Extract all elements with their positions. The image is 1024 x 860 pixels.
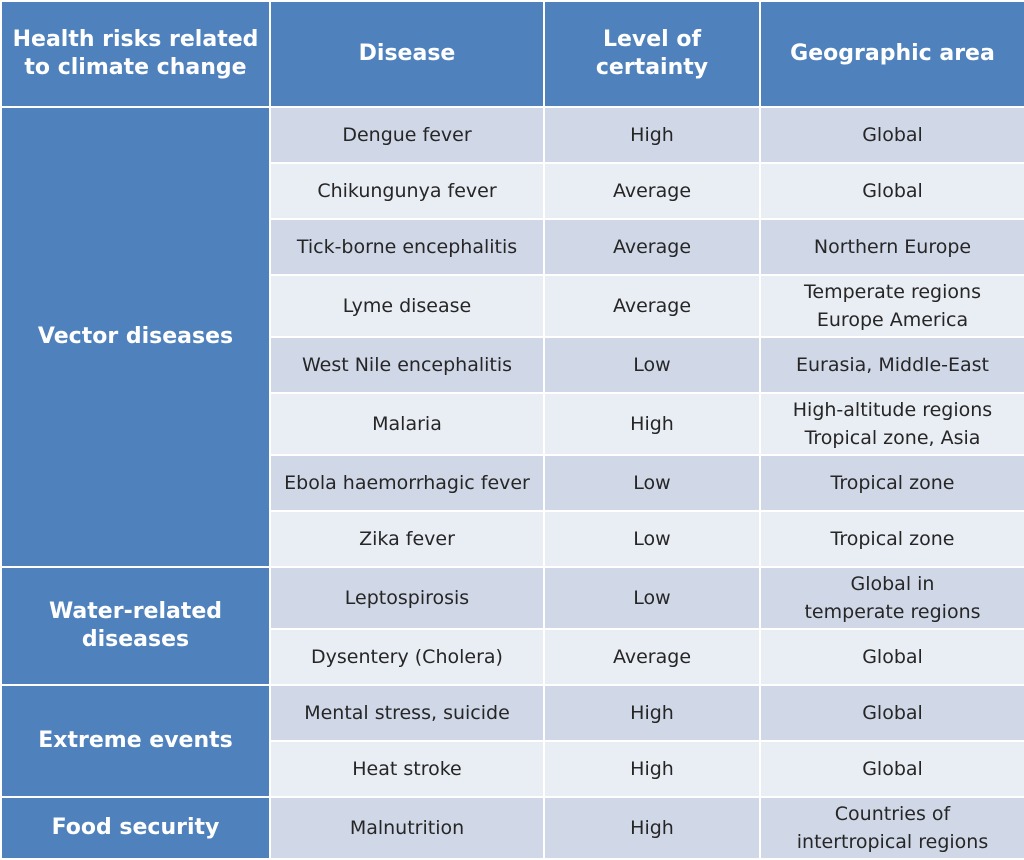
- table-row: Vector diseases Dengue fever High Global: [0, 106, 1024, 568]
- area-cell: Global: [759, 740, 1024, 798]
- table-row: Dysentery (Cholera) Average Global: [1, 628, 1024, 686]
- table-row: Water-related diseases Leptospirosis Low…: [0, 566, 1024, 686]
- disease-cell: Zika fever: [269, 510, 545, 568]
- certainty-cell: Low: [543, 336, 761, 394]
- disease-cell: West Nile encephalitis: [269, 336, 545, 394]
- table-row: Tick-borne encephalitis Average Northern…: [1, 218, 1024, 276]
- certainty-cell: Low: [543, 454, 761, 512]
- certainty-cell: Average: [543, 274, 761, 338]
- area-cell: Tropical zone: [759, 454, 1024, 512]
- disease-cell: Tick-borne encephalitis: [269, 218, 545, 276]
- table-row: Zika fever Low Tropical zone: [1, 510, 1024, 568]
- certainty-cell: Average: [543, 162, 761, 220]
- table-row: Extreme events Mental stress, suicide Hi…: [0, 684, 1024, 798]
- area-cell: Temperate regions Europe America: [759, 274, 1024, 338]
- header-geographic-area: Geographic area: [759, 0, 1024, 108]
- header-disease: Disease: [269, 0, 545, 108]
- certainty-cell: Average: [543, 628, 761, 686]
- area-cell: Eurasia, Middle-East: [759, 336, 1024, 394]
- area-cell: Global: [759, 628, 1024, 686]
- certainty-cell: Low: [543, 566, 761, 630]
- area-cell: Global: [759, 684, 1024, 742]
- certainty-cell: High: [543, 392, 761, 456]
- group-food-security: Food security: [0, 796, 271, 860]
- disease-cell: Mental stress, suicide: [269, 684, 545, 742]
- header-health-risks: Health risks related to climate change: [0, 0, 271, 108]
- area-cell: Northern Europe: [759, 218, 1024, 276]
- disease-cell: Ebola haemorrhagic fever: [269, 454, 545, 512]
- header-level-of-certainty: Level of certainty: [543, 0, 761, 108]
- certainty-cell: High: [543, 684, 761, 742]
- group-water-related-diseases: Water-related diseases: [0, 566, 271, 686]
- certainty-cell: High: [543, 106, 761, 164]
- table-row: West Nile encephalitis Low Eurasia, Midd…: [1, 336, 1024, 394]
- area-cell: Global in temperate regions: [759, 566, 1024, 630]
- table-row: Ebola haemorrhagic fever Low Tropical zo…: [1, 454, 1024, 512]
- certainty-cell: High: [543, 796, 761, 860]
- disease-cell: Heat stroke: [269, 740, 545, 798]
- certainty-cell: High: [543, 740, 761, 798]
- group-extreme-events: Extreme events: [0, 684, 271, 798]
- disease-cell: Lyme disease: [269, 274, 545, 338]
- group-vector-diseases: Vector diseases: [0, 106, 271, 568]
- table-row: Food security Malnutrition High Countrie…: [0, 796, 1024, 860]
- disease-cell: Dengue fever: [269, 106, 545, 164]
- disease-cell: Malnutrition: [269, 796, 545, 860]
- area-cell: Global: [759, 162, 1024, 220]
- certainty-cell: Low: [543, 510, 761, 568]
- area-cell: Global: [759, 106, 1024, 164]
- table-row: Chikungunya fever Average Global: [1, 162, 1024, 220]
- area-cell: Tropical zone: [759, 510, 1024, 568]
- disease-cell: Malaria: [269, 392, 545, 456]
- table-row: Heat stroke High Global: [1, 740, 1024, 798]
- header-row: Health risks related to climate change D…: [0, 0, 1024, 108]
- area-cell: High-altitude regions Tropical zone, Asi…: [759, 392, 1024, 456]
- table-row: Lyme disease Average Temperate regions E…: [1, 274, 1024, 338]
- disease-cell: Leptospirosis: [269, 566, 545, 630]
- disease-cell: Chikungunya fever: [269, 162, 545, 220]
- area-cell: Countries of intertropical regions: [759, 796, 1024, 860]
- certainty-cell: Average: [543, 218, 761, 276]
- disease-cell: Dysentery (Cholera): [269, 628, 545, 686]
